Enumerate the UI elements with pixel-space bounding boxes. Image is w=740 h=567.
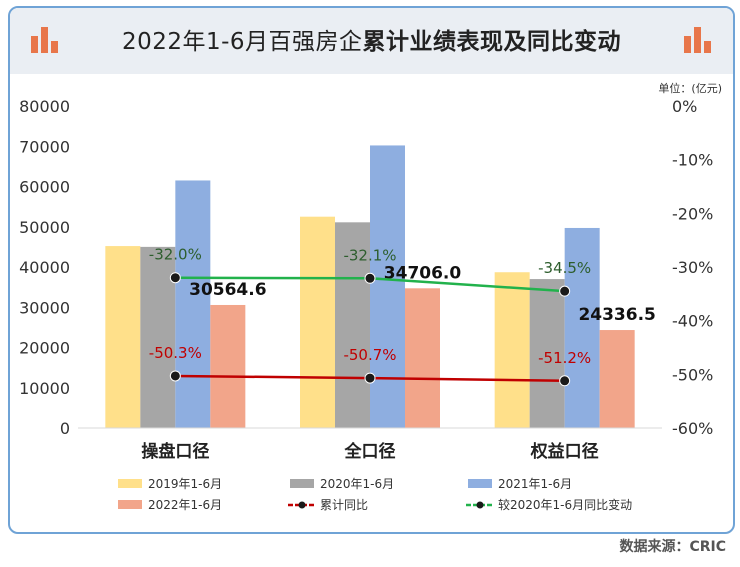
line-point-vs2020: [364, 272, 376, 284]
y-right-tick-label: -50%: [672, 365, 713, 384]
line-point-cum: [169, 370, 181, 382]
legend-label: 2020年1-6月: [320, 477, 394, 491]
line-point-cum: [559, 375, 571, 387]
bar-s2022: [210, 304, 246, 428]
legend-swatch-marker: [476, 501, 484, 509]
line-point-vs2020: [169, 272, 181, 284]
line-value-label: -32.1%: [343, 246, 396, 264]
legend-label: 累计同比: [320, 498, 368, 512]
y-left-tick-label: 50000: [19, 218, 70, 237]
y-right-tick-label: -20%: [672, 204, 713, 223]
legend-label: 2019年1-6月: [148, 477, 222, 491]
legend-label: 较2020年1-6月同比变动: [498, 497, 632, 512]
line-value-label: -50.3%: [149, 344, 202, 362]
combo-chart: 单位：(亿元) 0 10000 20000 30000 40000 50000 60000 7…: [19, 81, 722, 512]
bar-s2021: [370, 145, 405, 428]
bar-s2022: [405, 288, 440, 428]
source-note: 数据来源：CRIC: [619, 539, 726, 555]
bar-chart-icon: [684, 27, 711, 53]
y-left-tick-label: 80000: [19, 97, 70, 116]
chart-title: 2022年1-6月百强房企累计业绩表现及同比变动: [10, 22, 733, 56]
bar-chart-icon: [31, 27, 58, 53]
line-value-label: -51.2%: [538, 349, 591, 367]
line-point-vs2020: [559, 285, 571, 297]
title-part-1: 2022年1-6月百强房企: [121, 29, 363, 55]
line-value-label: -50.7%: [343, 346, 396, 364]
x-tick-label: 操盘口径: [141, 441, 209, 462]
legend-swatch: [118, 500, 142, 509]
line-value-label: -34.5%: [538, 259, 591, 277]
legend-swatch: [468, 479, 492, 488]
y-left-tick-label: 20000: [19, 339, 70, 358]
y-left-tick-label: 60000: [19, 178, 70, 197]
legend-swatch: [290, 479, 314, 488]
bar-s2021: [564, 227, 600, 428]
bar-value-label: 34706.0: [384, 263, 462, 283]
y-right-tick-label: -60%: [672, 419, 713, 438]
bar-s2019: [300, 216, 335, 428]
bar-s2020: [140, 246, 176, 428]
bar-s2021: [175, 180, 211, 428]
bar-s2019: [105, 246, 141, 428]
y-left-tick-label: 0: [60, 419, 70, 438]
x-tick-label: 权益口径: [530, 441, 599, 462]
y-left-tick-label: 40000: [19, 258, 70, 277]
y-left-tick-label: 10000: [19, 379, 70, 398]
legend-label: 2021年1-6月: [498, 477, 572, 491]
legend-swatch-marker: [298, 501, 306, 509]
bar-s2020: [335, 222, 370, 428]
line-value-label: -32.0%: [149, 246, 202, 264]
y-left-tick-label: 30000: [19, 298, 70, 317]
y-right-tick-label: -40%: [672, 312, 713, 331]
y-right-tick-label: -30%: [672, 258, 713, 277]
title-part-2: 累计业绩表现及同比变动: [362, 29, 622, 55]
bar-s2022: [599, 330, 635, 428]
unit-label: 单位：(亿元): [658, 81, 722, 95]
bar-value-label: 24336.5: [578, 305, 655, 325]
y-left-tick-label: 70000: [19, 137, 70, 156]
legend-swatch: [118, 479, 142, 488]
x-tick-label: 全口径: [344, 441, 396, 462]
y-right-tick-label: -10%: [672, 151, 713, 170]
title-bar: 2022年1-6月百强房企累计业绩表现及同比变动: [10, 8, 733, 74]
bar-s2019: [494, 272, 530, 428]
legend-label: 2022年1-6月: [148, 498, 222, 512]
y-right-tick-label: 0%: [672, 97, 697, 116]
bar-s2020: [529, 279, 565, 428]
bar-value-label: 30564.6: [189, 280, 266, 300]
line-point-cum: [364, 372, 376, 384]
